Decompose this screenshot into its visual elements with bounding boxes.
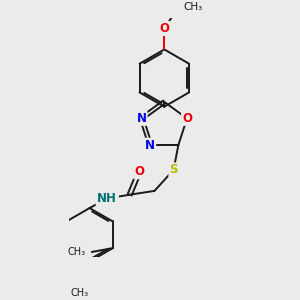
Text: CH₃: CH₃ xyxy=(71,288,89,298)
Text: CH₃: CH₃ xyxy=(68,247,86,257)
Text: S: S xyxy=(169,164,178,176)
Text: O: O xyxy=(182,112,192,125)
Text: N: N xyxy=(145,139,155,152)
Text: CH₃: CH₃ xyxy=(183,2,203,12)
Text: H: H xyxy=(100,194,110,203)
Text: O: O xyxy=(134,165,144,178)
Text: N: N xyxy=(109,194,118,203)
Text: O: O xyxy=(159,22,169,35)
Text: N: N xyxy=(136,112,147,125)
Text: NH: NH xyxy=(97,192,117,205)
